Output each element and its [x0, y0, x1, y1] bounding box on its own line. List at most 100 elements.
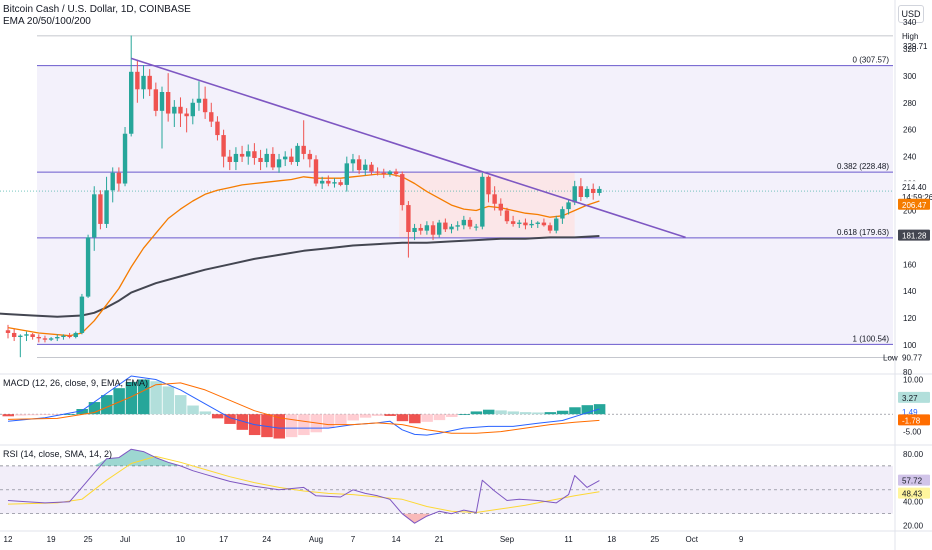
candle	[165, 73, 171, 122]
candle-body	[18, 335, 23, 337]
candle-body	[461, 219, 467, 226]
candle	[486, 175, 491, 203]
candle-body	[289, 156, 294, 162]
candle	[116, 167, 122, 192]
candle-body	[215, 121, 220, 136]
time-tick-label: 14	[392, 535, 401, 544]
macd-histogram-bar	[532, 412, 544, 415]
candle	[400, 171, 405, 211]
price-tick-label: 140	[903, 287, 917, 296]
macd-histogram-bar	[482, 409, 495, 415]
price-tick-label: 240	[903, 153, 917, 162]
fib-level-label: 0.618 (179.63)	[837, 228, 889, 237]
candle-body	[591, 188, 596, 193]
rsi-title: RSI (14, close, SMA, 14, 2)	[3, 449, 112, 459]
macd-histogram-bar	[544, 412, 557, 415]
candle	[480, 172, 485, 230]
candle-body	[116, 172, 122, 184]
candle	[363, 159, 368, 176]
candle-body	[172, 106, 177, 114]
candle-body	[498, 203, 503, 211]
time-tick-label: Aug	[309, 535, 323, 544]
candle-body	[92, 194, 97, 238]
candle	[578, 178, 584, 202]
macd-histogram-bar	[409, 414, 421, 424]
candle	[492, 186, 497, 211]
price-tick-label: 120	[903, 314, 917, 323]
candle-body	[356, 159, 362, 171]
macd-histogram-bar	[285, 414, 298, 438]
candle	[252, 143, 257, 165]
time-tick-label: 21	[435, 535, 444, 544]
time-tick-label: 17	[219, 535, 228, 544]
candle-body	[455, 225, 460, 227]
candle-body	[141, 75, 146, 90]
candle	[517, 219, 522, 228]
candle-body	[572, 186, 577, 203]
macd-histogram-bar	[39, 414, 51, 416]
macd-histogram-bar	[236, 414, 249, 430]
candle-body	[147, 75, 152, 90]
candle-body	[5, 330, 11, 333]
candle	[504, 207, 510, 224]
macd-value-tag-bg	[898, 391, 930, 403]
candle-body	[523, 222, 528, 226]
macd-histogram-bar	[359, 414, 372, 418]
candle	[443, 218, 448, 232]
candle	[597, 186, 602, 196]
macd-histogram-bar	[421, 414, 433, 422]
low-tag-name: Low	[883, 354, 898, 363]
candle-body	[129, 71, 134, 134]
time-tick-label: Jul	[120, 535, 130, 544]
candle	[295, 143, 300, 167]
macd-histogram-bar	[64, 414, 76, 416]
candle	[18, 334, 23, 358]
low-value-label-bg	[898, 351, 930, 363]
macd-histogram-bar	[150, 381, 162, 415]
candle-body	[492, 194, 497, 204]
candle	[418, 223, 423, 235]
currency-button[interactable]: USD	[898, 5, 924, 23]
current-price-tag-bg	[898, 181, 930, 203]
candle-body	[350, 159, 356, 164]
candle	[184, 108, 189, 133]
candle-body	[122, 133, 128, 184]
candle-body	[190, 102, 195, 117]
candle	[209, 102, 214, 127]
macd-value-tag-bg	[898, 406, 930, 418]
macd-histogram-bar	[224, 414, 236, 424]
candle	[104, 176, 109, 228]
time-tick-label: Sep	[500, 535, 515, 544]
price-tick-label: 280	[903, 99, 917, 108]
candle	[381, 168, 386, 179]
macd-histogram-bar	[187, 405, 199, 415]
macd-histogram-bar	[138, 379, 150, 415]
macd-histogram-bar	[470, 411, 483, 415]
candle-body	[510, 221, 516, 224]
current-price-tag: 214.40	[902, 183, 927, 192]
indicator-legend[interactable]: EMA 20/50/100/200	[3, 16, 91, 27]
candle	[406, 201, 411, 258]
candle	[73, 331, 78, 339]
candle	[79, 293, 85, 335]
macd-value-tag-bg	[898, 414, 930, 426]
candle-body	[48, 338, 54, 340]
candle	[98, 190, 103, 230]
candle	[196, 81, 202, 111]
candle	[375, 167, 380, 176]
candle	[498, 198, 503, 216]
candle	[510, 215, 516, 227]
candle-body	[301, 145, 306, 154]
candle-body	[110, 172, 115, 191]
time-tick-label: 12	[4, 535, 13, 544]
candle-body	[202, 98, 208, 113]
ema-dark-tag-bg	[898, 229, 930, 241]
time-tick-label: 18	[607, 535, 616, 544]
time-tick-label: 11	[564, 535, 573, 544]
candle	[147, 69, 152, 97]
candle-body	[252, 151, 257, 158]
candle-body	[381, 172, 386, 175]
candle	[61, 334, 66, 340]
price-tick-label: 200	[903, 206, 917, 215]
